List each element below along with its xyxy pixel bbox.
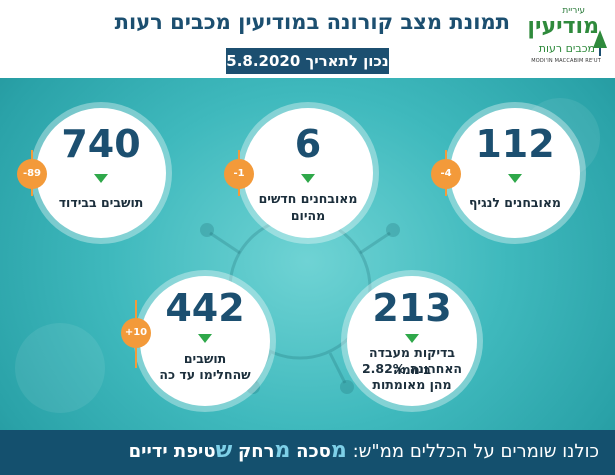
down-arrow-icon xyxy=(405,334,419,343)
date-badge: נכון לתאריך 5.8.2020 xyxy=(226,48,389,74)
down-arrow-icon xyxy=(301,174,315,183)
stat-value: 740 xyxy=(61,122,141,166)
stat-circle-isolation: 740 תושבים בבידוד xyxy=(36,108,166,238)
logo-tree-icon xyxy=(593,30,607,56)
down-arrow-icon xyxy=(94,174,108,183)
stat-label: מאובחנים לנגיף xyxy=(469,195,561,210)
stat-value: 6 xyxy=(294,122,322,166)
logo-small-text: עיריית xyxy=(562,6,585,16)
down-arrow-icon xyxy=(508,174,522,183)
change-badge: -89 xyxy=(17,159,47,189)
stat-circle-diagnosed: 112 מאובחנים לנגיף xyxy=(450,108,580,238)
footer-message: כולנו שומרים על הכללים ממ"ש: מסכה מרחק ש… xyxy=(129,438,599,463)
stat-value: 112 xyxy=(475,122,555,166)
stat-label-line-1: בדיקות מעבדה ביממה xyxy=(369,345,455,377)
stat-value: 213 xyxy=(372,286,452,330)
down-arrow-icon xyxy=(198,334,212,343)
footer-banner: כולנו שומרים על הכללים ממ"ש: מסכה מרחק ש… xyxy=(0,430,615,475)
footer-letter-m1: מ xyxy=(330,438,347,463)
logo-english-text: MODI'IN MACCABIM RE'UT xyxy=(531,58,601,64)
stat-label: מאובחנים חדשים מהיום xyxy=(258,191,358,223)
city-logo: עיריית מודיעין מכבים רעות MODI'IN MACCAB… xyxy=(515,6,607,72)
footer-prefix: כולנו שומרים על הכללים ממ"ש: xyxy=(352,441,599,462)
logo-main-text: מודיעין xyxy=(527,14,599,39)
footer-word-distance: רחק xyxy=(238,441,275,462)
header: תמונת מצב קורונה במודיעין מכבים רעות נכו… xyxy=(0,0,615,78)
footer-word-hygiene: טיפת ידיים xyxy=(128,441,216,462)
stat-label-line-3: מהן מאומתות xyxy=(372,377,452,392)
stat-label-line-2: שהחלימו עד כה xyxy=(159,367,251,382)
change-badge: +10 xyxy=(121,318,151,348)
change-badge: -4 xyxy=(431,159,461,189)
footer-letter-sh: ש xyxy=(215,438,233,463)
logo-sub-text: מכבים רעות xyxy=(538,42,595,55)
stat-label-line-2: האחרונה 2.82% xyxy=(361,361,463,376)
stat-circle-new-diagnosed: 6 מאובחנים חדשים מהיום xyxy=(243,108,373,238)
stat-value: 442 xyxy=(165,286,245,330)
footer-word-mask: סכה xyxy=(296,441,331,462)
change-badge: -1 xyxy=(224,159,254,189)
stat-label-line-1: תושבים xyxy=(183,351,227,366)
footer-letter-m2: מ xyxy=(274,438,291,463)
stat-circle-recovered: 442 תושבים שהחלימו עד כה xyxy=(140,276,270,406)
page-title: תמונת מצב קורונה במודיעין מכבים רעות xyxy=(114,10,510,34)
stat-circle-lab-tests: 213 בדיקות מעבדה ביממה האחרונה 2.82% מהן… xyxy=(347,276,477,406)
stat-label: תושבים בבידוד xyxy=(58,195,144,210)
